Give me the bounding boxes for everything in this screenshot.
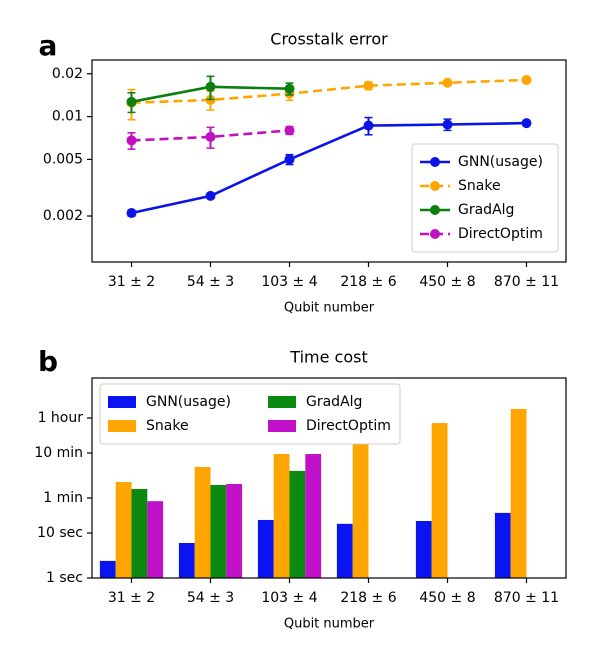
y-tick-label: 1 hour bbox=[38, 410, 84, 426]
legend-label: DirectOptim bbox=[306, 418, 391, 434]
point bbox=[442, 77, 453, 88]
series-line bbox=[131, 121, 527, 215]
chart-title: Crosstalk error bbox=[270, 30, 388, 49]
y-tick-label: 1 sec bbox=[46, 570, 83, 586]
x-tick-label: 54 ± 3 bbox=[187, 590, 234, 606]
bar bbox=[210, 484, 227, 578]
panel-label: a bbox=[39, 29, 58, 62]
legend-marker bbox=[430, 205, 440, 215]
legend-label: GradAlg bbox=[458, 202, 514, 218]
x-tick-label: 54 ± 3 bbox=[187, 274, 234, 290]
x-tick-label: 218 ± 6 bbox=[340, 274, 396, 290]
x-tick-label: 218 ± 6 bbox=[340, 590, 396, 606]
x-axis-label: Qubit number bbox=[284, 617, 375, 632]
bar bbox=[494, 512, 511, 578]
legend-swatch bbox=[268, 396, 296, 408]
legend: GNN(usage) Snake GradAlg DirectOptim bbox=[99, 383, 401, 445]
point bbox=[442, 119, 453, 130]
bar bbox=[226, 483, 243, 578]
legend-marker bbox=[430, 181, 440, 191]
bar bbox=[352, 437, 369, 578]
bar bbox=[415, 520, 432, 578]
point bbox=[284, 154, 295, 165]
legend-box bbox=[411, 143, 559, 253]
series-line bbox=[131, 129, 290, 142]
panel: b Time cost Qubit number 1 sec 10 sec 1 min 10… bbox=[34, 345, 567, 632]
bar bbox=[99, 560, 116, 578]
x-axis-label: Qubit number bbox=[284, 301, 375, 316]
legend-box bbox=[99, 383, 401, 445]
panel-label: b bbox=[38, 345, 58, 378]
legend-swatch bbox=[268, 420, 296, 432]
point bbox=[205, 131, 216, 142]
point bbox=[363, 120, 374, 131]
y-tick-label: 0.002 bbox=[43, 208, 83, 224]
bar bbox=[273, 454, 290, 578]
y-tick-label: 0.005 bbox=[43, 151, 83, 167]
point bbox=[284, 83, 295, 94]
x-tick-label: 31 ± 2 bbox=[108, 590, 155, 606]
x-tick-label: 450 ± 8 bbox=[419, 590, 475, 606]
bar bbox=[305, 454, 322, 578]
chart-title: Time cost bbox=[289, 348, 367, 367]
bar bbox=[178, 542, 195, 578]
point bbox=[126, 96, 137, 107]
series-line bbox=[131, 78, 527, 105]
legend: GNN(usage) Snake GradAlg DirectOptim bbox=[411, 143, 559, 253]
axes-frame bbox=[91, 377, 567, 579]
bar bbox=[115, 482, 132, 578]
legend-label: GradAlg bbox=[306, 394, 362, 410]
y-tick-label: 10 min bbox=[34, 445, 83, 461]
legend-marker bbox=[430, 157, 440, 167]
bar bbox=[131, 489, 148, 578]
axes-frame bbox=[91, 59, 567, 263]
x-tick-label: 103 ± 4 bbox=[261, 590, 317, 606]
point bbox=[363, 80, 374, 91]
x-tick-label: 870 ± 11 bbox=[494, 274, 559, 290]
legend-label: Snake bbox=[458, 178, 501, 194]
x-tick-label: 103 ± 4 bbox=[261, 274, 317, 290]
bar bbox=[510, 409, 527, 578]
legend-label: DirectOptim bbox=[458, 226, 543, 242]
legend-label: GNN(usage) bbox=[146, 394, 231, 410]
point bbox=[521, 74, 532, 85]
point bbox=[126, 208, 137, 219]
point bbox=[521, 118, 532, 129]
x-tick-label: 870 ± 11 bbox=[494, 590, 559, 606]
legend-label: GNN(usage) bbox=[458, 154, 543, 170]
bar bbox=[147, 501, 164, 578]
bar bbox=[257, 519, 274, 578]
y-tick-label: 10 sec bbox=[37, 525, 83, 541]
point bbox=[205, 190, 216, 201]
legend-swatch bbox=[108, 396, 136, 408]
x-tick-label: 31 ± 2 bbox=[108, 274, 155, 290]
y-tick-label: 0.02 bbox=[52, 66, 83, 82]
bar bbox=[336, 523, 353, 578]
panel: a Crosstalk error Qubit number 0.002 0.005 0.… bbox=[39, 29, 567, 316]
legend-marker bbox=[430, 229, 440, 239]
bar bbox=[194, 467, 211, 578]
bar bbox=[289, 470, 306, 578]
point bbox=[284, 125, 295, 136]
y-tick-label: 0.01 bbox=[52, 109, 83, 125]
x-tick-label: 450 ± 8 bbox=[419, 274, 475, 290]
y-tick-label: 1 min bbox=[43, 490, 83, 506]
point bbox=[126, 135, 137, 146]
legend-swatch bbox=[108, 420, 136, 432]
legend-label: Snake bbox=[146, 418, 189, 434]
point bbox=[205, 81, 216, 92]
bar bbox=[431, 423, 448, 578]
